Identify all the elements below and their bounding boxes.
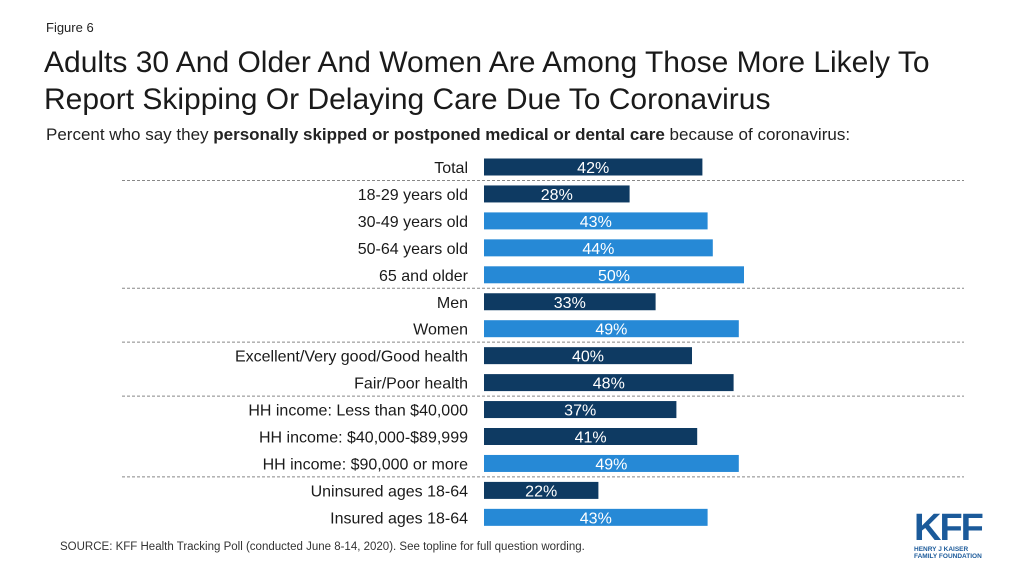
bar-50-64-years-old <box>484 239 713 257</box>
logo-wordmark: KFF <box>914 507 984 549</box>
bar-chart: Total 42% 18-29 years old 28% 30-49 years ol… <box>122 158 964 527</box>
category-label-18-29-years-old: 18-29 years old <box>358 187 468 204</box>
data-label-fair-poor-health: 48% <box>593 376 625 393</box>
category-label-50-64-years-old: 50-64 years old <box>358 241 468 258</box>
bar-men <box>484 293 656 311</box>
bar-women <box>484 320 739 338</box>
bar-excellent-very-good-good-health <box>484 347 692 365</box>
logo-subline-2: FAMILY FOUNDATION <box>914 553 982 560</box>
subtitle-emphasis: personally skipped or postponed medical … <box>213 125 665 144</box>
bar-hh-income-90-000-or-more <box>484 454 739 472</box>
source-note: SOURCE: KFF Health Tracking Poll (conduc… <box>60 541 585 553</box>
data-label-hh-income-90-000-or-more: 49% <box>595 456 627 473</box>
category-label-hh-income-less-than-40-000: HH income: Less than $40,000 <box>248 403 468 420</box>
subtitle-prefix: Percent who say they <box>46 125 214 144</box>
bar-65-and-older <box>484 266 744 284</box>
chart-subtitle: Percent who say they personally skipped … <box>46 125 850 145</box>
bar-uninsured-ages-18-64 <box>484 481 599 499</box>
bar-hh-income-less-than-40-000 <box>484 401 677 419</box>
bar-fair-poor-health <box>484 374 734 392</box>
data-label-total: 42% <box>577 160 609 177</box>
data-label-18-29-years-old: 28% <box>541 187 573 204</box>
data-label-women: 49% <box>595 322 627 339</box>
data-label-men: 33% <box>554 295 586 312</box>
category-label-excellent-very-good-good-health: Excellent/Very good/Good health <box>235 349 468 366</box>
category-label-men: Men <box>437 295 468 312</box>
data-label-65-and-older: 50% <box>598 268 630 285</box>
logo-subline-1: HENRY J KAISER <box>914 546 969 553</box>
chart-title-line-1: Adults 30 And Older And Women Are Among … <box>44 46 930 79</box>
data-label-50-64-years-old: 44% <box>582 241 614 258</box>
kff-logo: KFF HENRY J KAISER FAMILY FOUNDATION <box>914 507 990 560</box>
bar-hh-income-40-000-89-999 <box>484 428 698 445</box>
figure-label: Figure 6 <box>46 20 94 35</box>
chart-title-line-2: Report Skipping Or Delaying Care Due To … <box>44 83 771 116</box>
bar-18-29-years-old <box>484 185 630 203</box>
data-label-excellent-very-good-good-health: 40% <box>572 349 604 366</box>
data-label-hh-income-40-000-89-999: 41% <box>575 430 607 447</box>
bar-insured-ages-18-64 <box>484 508 708 526</box>
category-label-65-and-older: 65 and older <box>379 268 469 285</box>
category-label-women: Women <box>413 322 468 339</box>
chart-title: Adults 30 And Older And Women Are Among … <box>44 44 1004 118</box>
data-label-uninsured-ages-18-64: 22% <box>525 483 557 500</box>
bar-total <box>484 158 703 176</box>
subtitle-suffix: because of coronavirus: <box>664 125 851 144</box>
category-label-30-49-years-old: 30-49 years old <box>358 214 468 231</box>
category-label-total: Total <box>434 160 468 177</box>
category-label-hh-income-40-000-89-999: HH income: $40,000-$89,999 <box>259 430 468 447</box>
bar-30-49-years-old <box>484 212 708 230</box>
data-label-30-49-years-old: 43% <box>580 214 612 231</box>
category-label-insured-ages-18-64: Insured ages 18-64 <box>330 510 468 527</box>
category-label-uninsured-ages-18-64: Uninsured ages 18-64 <box>311 483 469 500</box>
category-label-fair-poor-health: Fair/Poor health <box>354 376 468 393</box>
data-label-hh-income-less-than-40-000: 37% <box>564 403 596 420</box>
data-label-insured-ages-18-64: 43% <box>580 510 612 527</box>
category-label-hh-income-90-000-or-more: HH income: $90,000 or more <box>263 456 469 473</box>
